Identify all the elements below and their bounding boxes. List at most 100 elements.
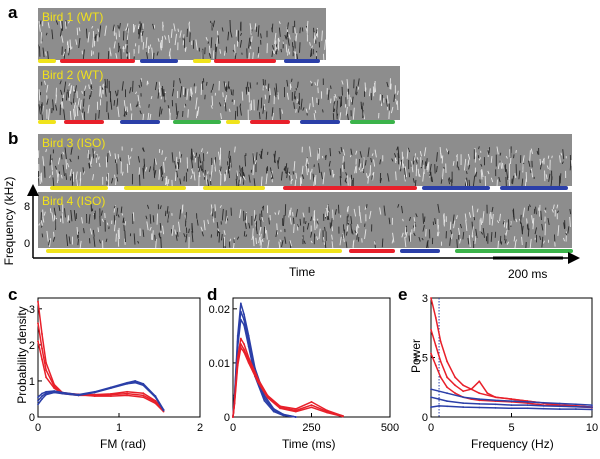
spectrogram-streak xyxy=(449,221,452,231)
spectrogram-streak xyxy=(402,218,404,222)
chart-e-data-point xyxy=(446,392,448,395)
spectrogram-streak xyxy=(233,99,236,105)
spectrogram-streak xyxy=(248,222,251,229)
spectrogram-streak xyxy=(551,209,554,213)
spectrogram-streak xyxy=(514,173,517,179)
chart-c-data-point xyxy=(162,409,165,412)
spectrogram-streak xyxy=(112,24,115,32)
spectrogram-streak xyxy=(331,234,333,240)
spectrogram-streak xyxy=(465,220,468,232)
spectrogram-streak xyxy=(188,23,191,32)
spectrogram-streak xyxy=(157,38,160,42)
spectrogram-streak xyxy=(499,235,502,244)
spectrogram-streak xyxy=(175,103,178,115)
spectrogram-streak xyxy=(360,101,363,110)
spectrogram-streak xyxy=(480,170,483,180)
chart-e-data-point xyxy=(434,364,437,367)
spectrogram-streak xyxy=(357,87,360,90)
spectrogram-streak xyxy=(142,229,145,237)
spectrogram-streak xyxy=(236,170,238,177)
spectrogram-streak xyxy=(254,214,257,222)
spectrogram-streak xyxy=(317,150,319,161)
spectrogram-streak xyxy=(333,108,336,113)
spectrogram-streak xyxy=(69,158,72,163)
spectrogram-streak xyxy=(106,153,109,163)
spectrogram-streak xyxy=(135,91,138,95)
spectrogram-streak xyxy=(130,113,133,120)
spectrogram-streak xyxy=(216,222,220,234)
spectrogram-streak xyxy=(260,97,263,109)
spectrogram-streak xyxy=(379,207,382,215)
chart-d-data-point xyxy=(247,345,250,348)
chart-c-data-point xyxy=(142,383,145,386)
spectrogram-streak xyxy=(173,23,176,32)
syllable-bar-blue xyxy=(300,120,340,124)
spectrogram-streak xyxy=(393,153,397,158)
spectrogram-streak xyxy=(214,204,216,211)
spectrogram-streak xyxy=(421,237,424,241)
spectrogram-streak xyxy=(185,233,188,243)
spectrogram-streak xyxy=(400,159,403,172)
spectrogram-streak xyxy=(289,84,292,88)
chart-d-data-point xyxy=(310,404,313,406)
spectrogram-streak xyxy=(234,146,236,153)
spectrogram-streak xyxy=(487,170,490,175)
spectrogram-streak xyxy=(76,27,79,36)
chart-d-data-point xyxy=(243,318,245,321)
spectrogram-streak xyxy=(63,109,66,120)
spectrogram-streak xyxy=(260,176,263,186)
spectrogram-streak xyxy=(336,113,339,117)
spectrogram-streak xyxy=(518,218,521,222)
spectrogram-streak xyxy=(557,225,560,236)
spectrogram-streak xyxy=(539,162,543,170)
spectrogram-streak xyxy=(137,94,140,105)
spectrogram-streak xyxy=(100,210,103,216)
spectrogram-streak xyxy=(402,163,405,169)
spectrogram-streak xyxy=(423,216,426,222)
spectrogram-streak xyxy=(142,148,145,152)
spectrogram-streak xyxy=(306,165,308,176)
chart-c-data-point xyxy=(154,395,157,398)
spectrogram-streak xyxy=(66,234,69,247)
spectrogram-streak xyxy=(88,214,91,224)
chart-e-series-line xyxy=(430,405,593,411)
spectrogram-streak xyxy=(287,22,289,30)
chart-c-data-point xyxy=(53,387,56,390)
spectrogram-streak xyxy=(293,161,296,171)
spectrogram-streak xyxy=(327,89,330,100)
spectrogram-streak xyxy=(308,103,311,110)
syllable-bar-red xyxy=(60,59,135,63)
chart-e-data-point xyxy=(575,408,577,410)
spectrogram-streak xyxy=(120,206,123,214)
spectrogram-streak xyxy=(98,156,100,160)
chart-d-data-point xyxy=(239,337,242,340)
syllable-bar-blue xyxy=(140,59,178,63)
spectrogram-streak xyxy=(468,164,471,170)
spectrogram-streak xyxy=(345,241,348,248)
spectrogram-streak xyxy=(98,239,101,244)
spectrogram-streak xyxy=(74,85,77,93)
spectrogram-streak xyxy=(268,95,271,103)
chart-c-data-point xyxy=(45,376,47,379)
spectrogram-streak xyxy=(288,173,291,176)
spectrogram-streak xyxy=(332,102,335,113)
spectrogram-streak xyxy=(478,157,482,161)
spectrogram-streak xyxy=(338,150,341,155)
spectrogram-streak xyxy=(490,212,492,219)
spectrogram-streak xyxy=(105,238,108,243)
syllable-bar-blue xyxy=(284,59,320,63)
spectrogram-streak xyxy=(330,218,333,228)
spectrogram-streak xyxy=(468,212,472,218)
chart-d-xtick-label: 0 xyxy=(230,422,236,434)
spectrogram-streak xyxy=(149,44,152,50)
spectrogram-streak xyxy=(570,159,572,166)
syllable-bar-green xyxy=(350,120,395,124)
spectrogram-streak xyxy=(415,213,418,218)
spectrogram-streak xyxy=(502,162,504,169)
spectrogram-streak xyxy=(396,146,399,151)
spectrogram-streak xyxy=(137,156,140,163)
spectrogram-streak xyxy=(458,227,461,235)
spectrogram-streak xyxy=(259,153,262,159)
spectrogram-streak xyxy=(238,179,240,186)
